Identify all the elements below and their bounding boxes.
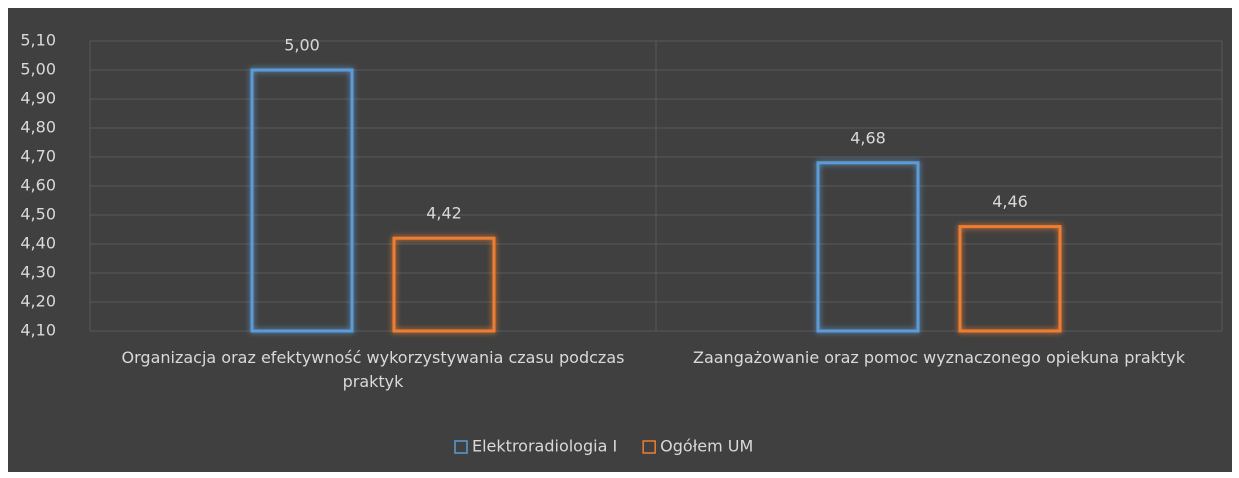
y-tick-label: 5,10 — [20, 31, 56, 50]
legend-label: Elektroradiologia I — [472, 437, 617, 456]
y-tick-label: 4,20 — [20, 292, 56, 311]
y-tick-label: 4,40 — [20, 234, 56, 253]
y-tick-label: 4,30 — [20, 263, 56, 282]
y-tick-label: 4,50 — [20, 205, 56, 224]
y-tick-label: 4,90 — [20, 89, 56, 108]
bar — [392, 236, 496, 333]
x-tick-label: Organizacja oraz efektywność wykorzystyw… — [121, 348, 625, 391]
x-tick-label-box: Zaangażowanie oraz pomoc wyznaczonego op… — [692, 348, 1185, 367]
y-tick-label: 5,00 — [20, 60, 56, 79]
data-label: 4,46 — [992, 192, 1028, 211]
legend-swatch — [454, 440, 468, 454]
data-label: 5,00 — [284, 36, 320, 55]
y-tick-label: 4,80 — [20, 118, 56, 137]
data-label: 4,68 — [850, 128, 886, 147]
y-tick-label: 4,10 — [20, 321, 56, 340]
bar — [958, 225, 1062, 333]
x-tick-label-box: Organizacja oraz efektywność wykorzystyw… — [121, 348, 625, 391]
bar — [816, 161, 920, 333]
y-tick-label: 4,70 — [20, 147, 56, 166]
bar — [250, 68, 354, 333]
x-tick-label: Zaangażowanie oraz pomoc wyznaczonego op… — [692, 348, 1185, 367]
legend-swatch — [642, 440, 656, 454]
chart-background — [8, 8, 1232, 472]
y-tick-label: 4,60 — [20, 176, 56, 195]
legend-label: Ogółem UM — [660, 437, 753, 456]
data-label: 4,42 — [426, 204, 462, 223]
